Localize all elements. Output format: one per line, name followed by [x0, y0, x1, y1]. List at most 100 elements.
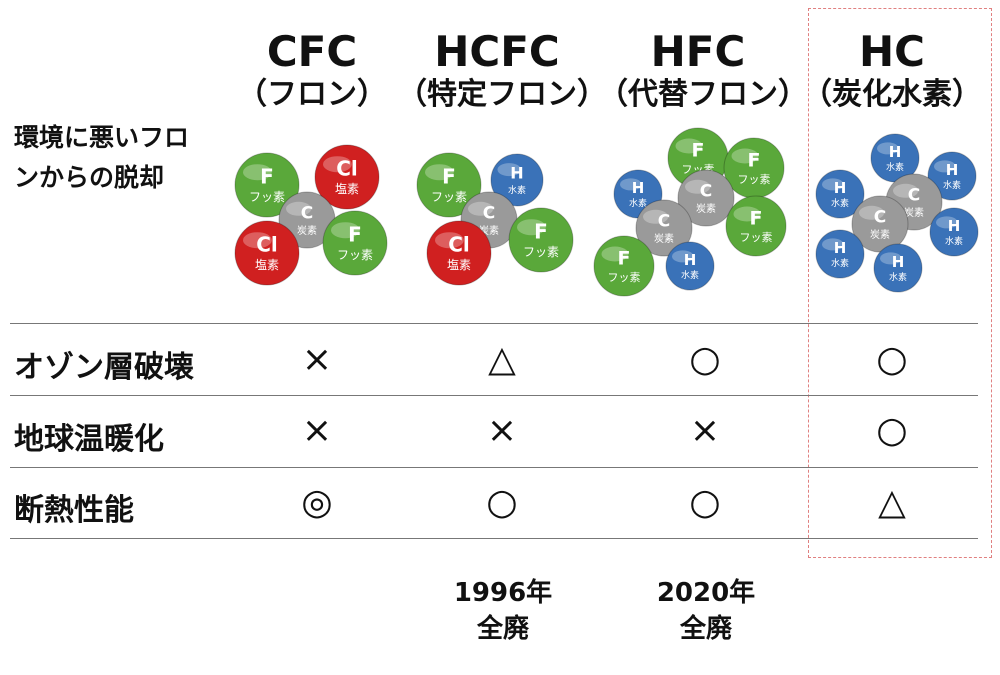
hydrogen-atom: H水素 [929, 207, 979, 257]
mark-cell: ○ [876, 339, 908, 380]
table-divider [10, 538, 978, 539]
atom-symbol: Cl [256, 232, 278, 256]
atom-highlight [877, 142, 899, 155]
footnote-status: 全廃 [476, 614, 529, 644]
atom-name: 水素 [889, 271, 907, 283]
carbon-sphere [635, 199, 693, 257]
fluorine-sphere [593, 235, 655, 297]
atom-symbol: F [692, 140, 705, 162]
column-title: HCFC [434, 27, 560, 76]
atom-name: フッ素 [523, 245, 559, 259]
atom-highlight [672, 250, 694, 263]
atom-symbol: H [948, 217, 961, 235]
mark-cell: ○ [486, 482, 518, 523]
atom-name: 水素 [943, 179, 961, 191]
carbon-atom: C炭素 [635, 199, 693, 257]
atom-highlight [733, 206, 761, 222]
atom-name: フッ素 [431, 190, 467, 204]
atom-symbol: C [700, 182, 712, 202]
row-label-insulation: 断熱性能 [14, 493, 134, 528]
atom-highlight [893, 183, 919, 198]
atom-symbol: Cl [336, 156, 358, 180]
atom-symbol: F [748, 150, 761, 172]
column-title-cfc: CFC （フロン） [212, 28, 412, 114]
mark-cell: × [689, 410, 721, 451]
row-label-ozone: オゾン層破壊 [14, 350, 194, 385]
atom-symbol: C [874, 208, 886, 228]
atom-highlight [601, 246, 629, 262]
atom-symbol: F [618, 248, 631, 270]
hydrogen-atom: H水素 [927, 151, 977, 201]
hydrogen-sphere [665, 241, 715, 291]
atom-highlight [286, 201, 312, 216]
atom-highlight [880, 252, 902, 265]
atom-name: 炭素 [870, 228, 890, 241]
column-title-hc: HC （炭化水素） [792, 28, 992, 114]
mark-cell: △ [878, 482, 906, 523]
hydrogen-sphere [490, 153, 544, 207]
atom-highlight [822, 238, 844, 251]
atom-highlight [425, 164, 454, 181]
carbon-atom: C炭素 [851, 195, 909, 253]
atom-symbol: F [534, 219, 548, 243]
hydrogen-atom: H水素 [665, 241, 715, 291]
hc-highlight-box [808, 8, 992, 558]
atom-symbol: F [442, 164, 456, 188]
atom-symbol: H [684, 251, 697, 269]
column-subtitle: （フロン） [237, 77, 387, 112]
column-subtitle: （代替フロン） [598, 77, 808, 112]
atom-name: 水素 [508, 184, 526, 196]
footnote-hcfc: 1996年 全廃 [433, 575, 573, 647]
atom-highlight [643, 209, 669, 224]
column-title: CFC [266, 27, 358, 76]
atom-highlight [243, 232, 272, 249]
atom-symbol: H [834, 179, 847, 197]
atom-name: フッ素 [337, 248, 373, 262]
column-subtitle: （炭化水素） [802, 77, 982, 112]
footnote-status: 全廃 [679, 614, 732, 644]
atom-highlight [331, 222, 360, 239]
atom-symbol: F [260, 164, 274, 188]
atom-symbol: H [834, 239, 847, 257]
footnote-year: 1996年 [453, 578, 553, 608]
mark-cell: ○ [876, 410, 908, 451]
fluorine-sphere [234, 152, 300, 218]
atom-name: 塩素 [335, 181, 359, 196]
footnote-hfc: 2020年 全廃 [636, 575, 776, 647]
hydrogen-sphere [815, 229, 865, 279]
carbon-sphere [677, 169, 735, 227]
atom-highlight [243, 164, 272, 181]
atom-name: 水素 [831, 197, 849, 209]
atom-name: 塩素 [255, 257, 279, 272]
column-title-hfc: HFC （代替フロン） [598, 28, 808, 114]
atom-highlight [685, 179, 711, 194]
mark-cell: × [301, 410, 333, 451]
atom-name: 塩素 [447, 257, 471, 272]
atom-highlight [934, 160, 956, 173]
atom-highlight [497, 163, 521, 177]
atom-symbol: H [889, 143, 902, 161]
atom-highlight [435, 232, 464, 249]
atom-symbol: C [483, 204, 495, 224]
atom-highlight [323, 156, 352, 173]
hydrogen-sphere [927, 151, 977, 201]
carbon-atom: C炭素 [278, 191, 336, 249]
atom-highlight [936, 216, 958, 229]
chlorine-sphere [426, 220, 492, 286]
atom-highlight [731, 148, 759, 164]
fluorine-sphere [322, 210, 388, 276]
mark-cell: × [301, 339, 333, 380]
atom-name: 炭素 [654, 232, 674, 245]
atom-symbol: H [632, 179, 645, 197]
atom-highlight [822, 178, 844, 191]
row-header-top: 環境に悪いフロンからの脱却 [14, 123, 190, 192]
atom-highlight [620, 178, 642, 191]
